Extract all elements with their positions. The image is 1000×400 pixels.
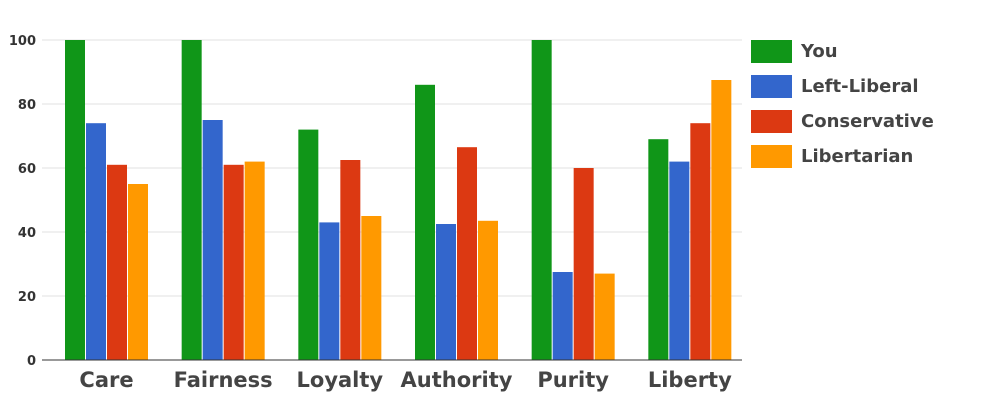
bar bbox=[128, 184, 148, 360]
bar bbox=[244, 161, 265, 360]
bar bbox=[223, 164, 244, 360]
y-tick-label: 60 bbox=[18, 162, 36, 177]
bar bbox=[711, 80, 732, 360]
bar bbox=[648, 139, 669, 360]
bar-group-fairness bbox=[181, 40, 265, 360]
bar-group-care bbox=[65, 40, 148, 360]
legend-label: Conservative bbox=[801, 111, 934, 132]
legend-label: Libertarian bbox=[801, 146, 913, 167]
bar bbox=[436, 224, 456, 360]
legend-item: Left-Liberal bbox=[751, 75, 919, 98]
legend-label: You bbox=[800, 41, 838, 62]
bar bbox=[457, 147, 477, 360]
x-tick-label: Liberty bbox=[648, 368, 732, 392]
x-tick-label: Fairness bbox=[174, 368, 273, 392]
x-tick-label: Care bbox=[79, 368, 133, 392]
bar bbox=[65, 40, 85, 360]
bar bbox=[298, 129, 319, 360]
y-tick-label: 40 bbox=[18, 226, 36, 241]
bar bbox=[552, 272, 573, 360]
x-axis: Care Fairness Loyalty Authority Purity Libert… bbox=[79, 368, 732, 392]
x-tick-label: Authority bbox=[401, 368, 513, 392]
x-tick-label: Loyalty bbox=[297, 368, 384, 392]
legend-swatch bbox=[751, 75, 792, 98]
legend-item: Libertarian bbox=[751, 145, 913, 168]
bars bbox=[65, 40, 732, 361]
bar bbox=[86, 123, 106, 360]
bar-group-purity bbox=[531, 40, 615, 360]
legend-item: Conservative bbox=[751, 110, 934, 133]
y-tick-label: 20 bbox=[18, 290, 36, 305]
bar bbox=[107, 164, 127, 360]
bar bbox=[415, 84, 435, 361]
bar bbox=[594, 273, 615, 360]
legend-swatch bbox=[751, 110, 792, 133]
legend-label: Left-Liberal bbox=[801, 76, 919, 97]
bar-group-liberty bbox=[648, 80, 732, 360]
y-axis: 0 20 40 60 80 100 bbox=[9, 34, 742, 369]
bar-group-authority bbox=[415, 84, 498, 361]
y-tick-label: 80 bbox=[18, 98, 36, 113]
bar bbox=[361, 216, 382, 360]
bar bbox=[573, 168, 594, 360]
bar-group-loyalty bbox=[298, 129, 382, 360]
legend: You Left-Liberal Conservative Libertarian bbox=[751, 40, 934, 168]
y-tick-label: 0 bbox=[27, 354, 36, 369]
bar bbox=[181, 40, 202, 360]
bar bbox=[531, 40, 552, 360]
bar bbox=[340, 160, 361, 360]
y-tick-label: 100 bbox=[9, 34, 36, 49]
bar bbox=[202, 120, 223, 360]
x-tick-label: Purity bbox=[537, 368, 609, 392]
bar bbox=[669, 161, 690, 360]
legend-item: You bbox=[751, 40, 838, 63]
legend-swatch bbox=[751, 145, 792, 168]
legend-swatch bbox=[751, 40, 792, 63]
bar bbox=[478, 220, 498, 360]
bar bbox=[690, 123, 711, 360]
bar bbox=[319, 222, 340, 360]
